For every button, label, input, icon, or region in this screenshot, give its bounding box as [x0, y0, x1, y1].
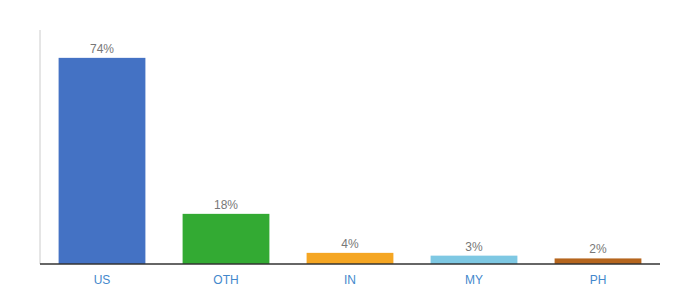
bars — [59, 58, 642, 264]
data-label: 4% — [341, 237, 359, 251]
data-labels: 74% 18% 4% 3% 2% — [90, 42, 607, 257]
chart-svg: 74% 18% 4% 3% 2% US OTH IN MY PH — [0, 0, 680, 300]
data-label: 74% — [90, 42, 114, 56]
x-tick-label: US — [94, 273, 111, 287]
x-axis — [40, 263, 660, 265]
y-axis-line — [40, 30, 41, 264]
x-tick-label: OTH — [213, 273, 238, 287]
data-label: 3% — [465, 240, 483, 254]
bar — [59, 58, 146, 264]
x-tick-label: IN — [344, 273, 356, 287]
x-tick-label: MY — [465, 273, 483, 287]
bar — [307, 253, 394, 264]
x-tick-label: PH — [590, 273, 607, 287]
data-label: 2% — [589, 242, 607, 256]
data-label: 18% — [214, 198, 238, 212]
x-tick-labels: US OTH IN MY PH — [94, 273, 607, 287]
bar — [555, 258, 642, 264]
bar — [183, 214, 270, 264]
chart-container: 74% 18% 4% 3% 2% US OTH IN MY PH — [0, 0, 680, 300]
bar — [431, 256, 518, 264]
